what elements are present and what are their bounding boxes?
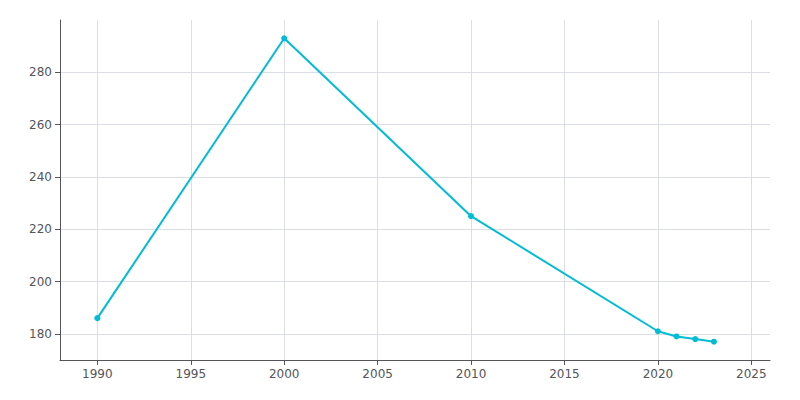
svg-text:2020: 2020 bbox=[643, 367, 674, 381]
svg-text:260: 260 bbox=[29, 118, 52, 132]
svg-text:2015: 2015 bbox=[549, 367, 580, 381]
svg-text:1995: 1995 bbox=[176, 367, 207, 381]
svg-text:1990: 1990 bbox=[82, 367, 113, 381]
svg-text:220: 220 bbox=[29, 222, 52, 236]
svg-text:240: 240 bbox=[29, 170, 52, 184]
svg-text:280: 280 bbox=[29, 65, 52, 79]
svg-text:2000: 2000 bbox=[269, 367, 300, 381]
svg-text:2005: 2005 bbox=[362, 367, 393, 381]
svg-text:180: 180 bbox=[29, 327, 52, 341]
svg-text:2025: 2025 bbox=[736, 367, 767, 381]
svg-text:200: 200 bbox=[29, 275, 52, 289]
svg-text:2010: 2010 bbox=[456, 367, 487, 381]
